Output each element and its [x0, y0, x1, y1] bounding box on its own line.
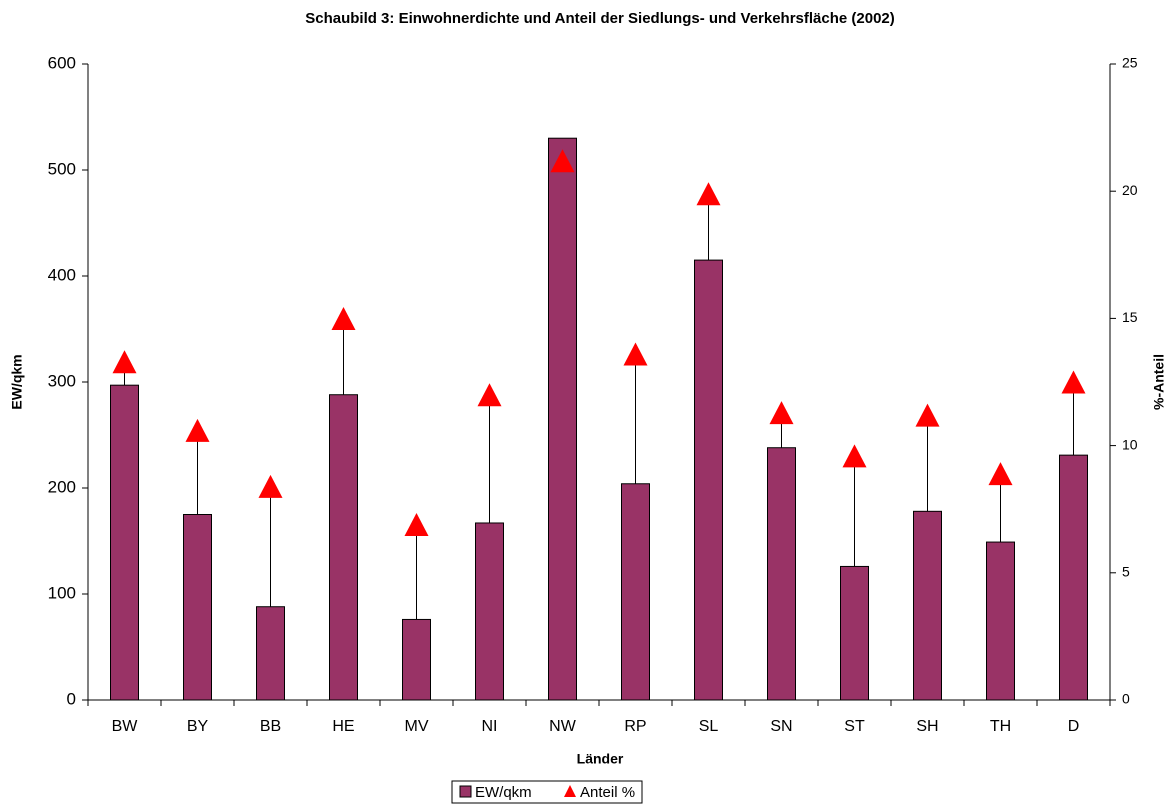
- y-axis-label: EW/qkm: [9, 354, 25, 409]
- x-tick-label: RP: [624, 718, 646, 735]
- marker: [331, 306, 356, 330]
- marker: [696, 182, 721, 206]
- x-tick-label: HE: [332, 718, 354, 735]
- x-tick-label: BB: [260, 718, 281, 735]
- x-tick-label: TH: [990, 718, 1011, 735]
- legend-label: Anteil %: [580, 784, 635, 801]
- y-tick-label: 600: [48, 53, 76, 72]
- marker: [185, 418, 210, 442]
- y-tick-label: 400: [48, 265, 76, 284]
- y2-tick-label: 5: [1122, 564, 1130, 580]
- legend-swatch: [459, 785, 472, 798]
- y-tick-label: 200: [48, 477, 76, 496]
- bar: [548, 137, 577, 701]
- bar: [621, 483, 650, 701]
- bar: [256, 606, 285, 701]
- x-tick-label: BY: [187, 718, 209, 735]
- bar: [402, 618, 431, 701]
- x-axis-label: Länder: [577, 751, 624, 767]
- y2-tick-label: 20: [1122, 182, 1138, 198]
- y2-tick-label: 10: [1122, 436, 1138, 452]
- marker: [258, 474, 283, 498]
- y2-tick-label: 0: [1122, 691, 1130, 707]
- x-tick-label: SN: [770, 718, 792, 735]
- bar: [475, 522, 504, 701]
- y-tick-label: 500: [48, 159, 76, 178]
- y2-tick-label: 15: [1122, 309, 1138, 325]
- x-tick-label: SH: [916, 718, 938, 735]
- bar: [767, 447, 796, 701]
- marker: [404, 513, 429, 537]
- x-tick-label: BW: [112, 718, 139, 735]
- marker: [623, 342, 648, 366]
- bar: [110, 384, 139, 701]
- marker: [988, 462, 1013, 486]
- y-tick-label: 300: [48, 371, 76, 390]
- y2-tick-label: 25: [1122, 55, 1138, 71]
- marker: [477, 383, 502, 407]
- marker: [550, 149, 575, 173]
- x-tick-label: NW: [549, 718, 577, 735]
- marker: [769, 401, 794, 425]
- bar: [913, 510, 942, 701]
- marker: [112, 350, 137, 374]
- bar: [329, 394, 358, 701]
- marker: [915, 403, 940, 427]
- x-tick-label: MV: [405, 718, 429, 735]
- x-tick-label: NI: [482, 718, 498, 735]
- marker: [1061, 370, 1086, 394]
- chart-title: Schaubild 3: Einwohnerdichte und Anteil …: [305, 10, 895, 27]
- x-tick-label: D: [1068, 718, 1080, 735]
- bar: [694, 259, 723, 701]
- bar: [1059, 454, 1088, 701]
- marker: [842, 444, 867, 468]
- legend-box: [451, 780, 643, 804]
- legend-label: EW/qkm: [475, 784, 532, 801]
- bar: [840, 565, 869, 701]
- legend-swatch: [564, 785, 576, 797]
- y2-axis-label: %-Anteil: [1151, 354, 1167, 410]
- y-tick-label: 100: [48, 583, 76, 602]
- bar: [183, 514, 212, 701]
- x-tick-label: ST: [844, 718, 865, 735]
- x-tick-label: SL: [699, 718, 719, 735]
- y-tick-label: 0: [67, 689, 76, 708]
- bar: [986, 541, 1015, 701]
